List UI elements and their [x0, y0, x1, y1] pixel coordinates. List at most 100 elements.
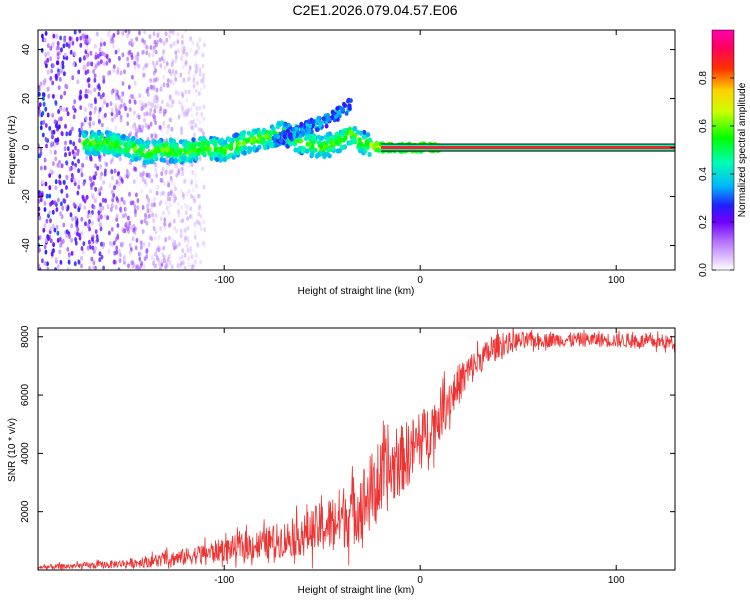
noise-speckle [97, 210, 101, 216]
spectrogram-frame [37, 29, 676, 271]
noise-speckle [46, 51, 50, 56]
signal-speckle [213, 146, 218, 153]
noise-speckle [181, 105, 184, 110]
noise-speckle [193, 132, 196, 138]
upper-branch-speckle [327, 117, 332, 122]
noise-speckle [93, 87, 96, 93]
noise-speckle [159, 200, 163, 205]
noise-speckle [173, 40, 177, 46]
noise-speckle [180, 126, 183, 132]
noise-speckle [182, 77, 186, 83]
noise-speckle [123, 69, 126, 75]
noise-speckle [183, 252, 187, 258]
signal-speckle [341, 145, 346, 151]
noise-speckle [128, 99, 132, 104]
noise-speckle [56, 41, 60, 46]
noise-speckle [39, 197, 43, 203]
noise-speckle [89, 50, 93, 56]
noise-speckle [84, 221, 87, 227]
noise-speckle [150, 255, 154, 260]
signal-speckle [93, 150, 99, 156]
noise-speckle [195, 219, 199, 225]
noise-speckle [200, 78, 203, 84]
noise-speckle [110, 90, 114, 95]
signal-speckle [127, 141, 132, 148]
upper-branch-speckle [344, 111, 349, 116]
noise-speckle [41, 132, 45, 138]
noise-speckle [157, 31, 161, 37]
noise-speckle [145, 247, 149, 253]
noise-speckle [111, 117, 114, 123]
noise-speckle [134, 245, 138, 251]
noise-speckle [174, 58, 178, 64]
noise-speckle [159, 216, 163, 222]
noise-speckle [195, 64, 199, 70]
noise-speckle [143, 111, 147, 117]
noise-speckle [189, 182, 193, 187]
noise-speckle [194, 123, 198, 128]
noise-speckle [118, 249, 121, 254]
noise-speckle [180, 130, 184, 136]
upper-branch-speckle [292, 132, 297, 138]
noise-speckle [154, 251, 158, 257]
signal-speckle [82, 133, 87, 139]
snr-y-ticks: 2000 4000 6000 8000 [20, 325, 675, 523]
noise-speckle [202, 240, 206, 246]
noise-speckle [182, 112, 186, 118]
noise-speckle [94, 186, 97, 192]
noise-speckle [191, 120, 195, 125]
signal-speckle [257, 129, 262, 135]
noise-speckle [66, 205, 70, 211]
noise-speckle [122, 228, 126, 234]
noise-speckle [178, 263, 182, 269]
noise-speckle [154, 229, 158, 235]
noise-speckle [64, 124, 67, 129]
upper-branch-speckle [291, 126, 296, 132]
noise-speckle [93, 175, 97, 181]
noise-speckle [43, 37, 47, 43]
noise-speckle [109, 39, 113, 44]
signal-speckle [142, 159, 147, 166]
noise-speckle [197, 91, 201, 96]
noise-speckle [166, 102, 169, 107]
x-tick-label: 0 [417, 575, 423, 586]
spectrogram-y-ticks: -40 -20 0 20 40 [21, 44, 675, 253]
noise-speckle [65, 175, 69, 181]
noise-speckle [78, 203, 82, 209]
noise-speckle [46, 112, 50, 118]
noise-speckle [148, 34, 152, 39]
noise-speckle [198, 221, 202, 227]
noise-speckle [194, 253, 198, 258]
noise-speckle [179, 101, 183, 107]
noise-speckle [111, 157, 114, 163]
noise-speckle [73, 261, 77, 267]
noise-speckle [150, 202, 154, 208]
noise-speckle [90, 61, 94, 67]
signal-speckle [204, 140, 210, 146]
noise-speckle [199, 127, 203, 133]
signal-speckle [235, 141, 240, 147]
noise-speckle [145, 221, 149, 226]
noise-speckle [54, 100, 58, 105]
noise-speckle [192, 78, 196, 83]
noise-speckle [38, 215, 42, 221]
noise-speckle [39, 125, 43, 131]
noise-speckle [128, 220, 132, 226]
noise-speckle [134, 167, 138, 172]
noise-speckle [160, 99, 164, 105]
noise-speckle [166, 78, 170, 83]
noise-speckle [201, 52, 205, 58]
signal-speckle [288, 140, 293, 147]
noise-speckle [141, 38, 145, 43]
noise-speckle [147, 242, 151, 248]
noise-speckle [113, 250, 117, 256]
noise-speckle [59, 106, 63, 112]
noise-speckle [165, 166, 169, 171]
noise-speckle [115, 213, 119, 219]
upper-branch-speckle [319, 120, 324, 126]
noise-speckle [163, 181, 167, 187]
noise-speckle [133, 60, 137, 66]
noise-speckle [91, 193, 94, 199]
signal-speckle [178, 148, 183, 154]
